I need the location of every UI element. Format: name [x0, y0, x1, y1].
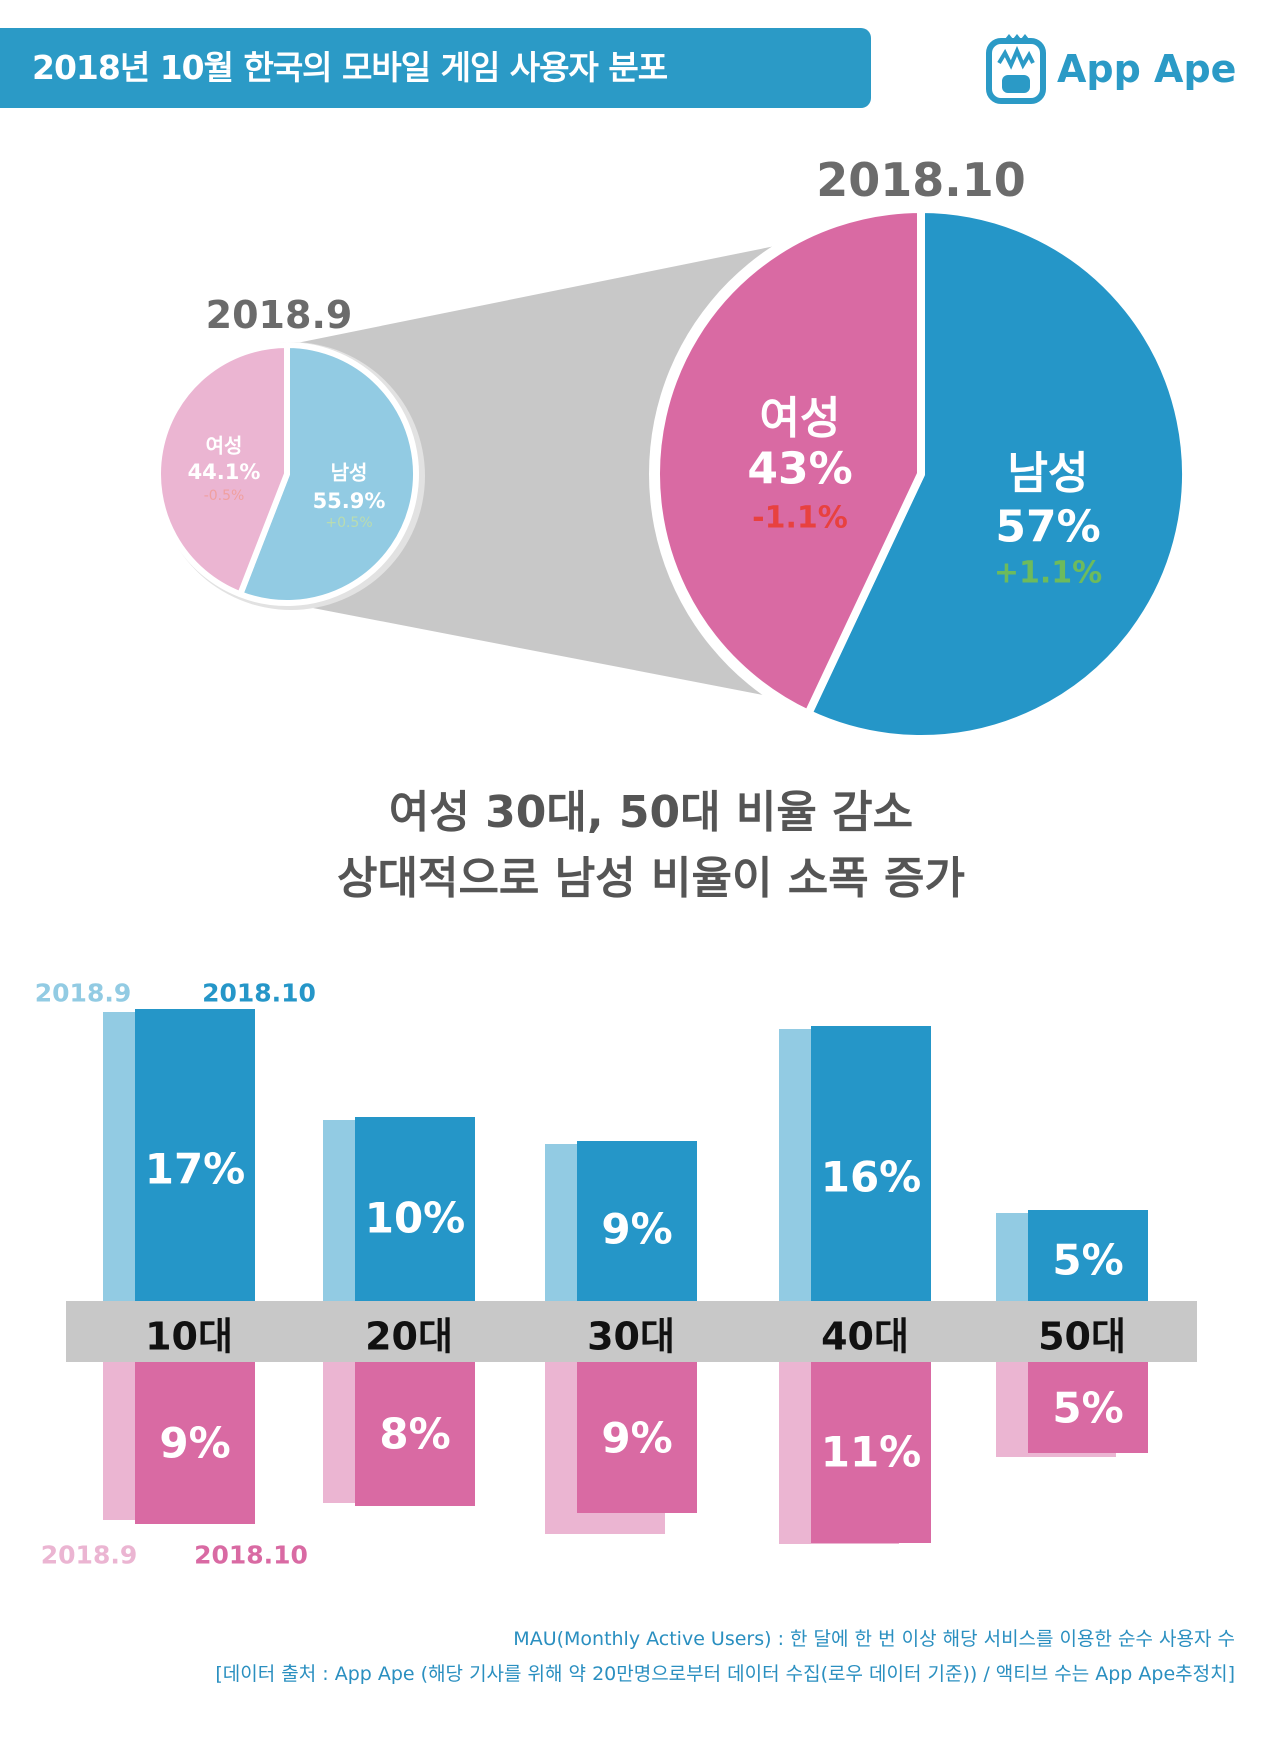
prev-female-label: 여성 [205, 433, 243, 458]
prev-male-pct: 55.9% [312, 489, 386, 513]
age-category-label: 10대 [145, 1314, 233, 1359]
curr-male-change: +1.1% [993, 555, 1103, 591]
footer-mau-note: MAU(Monthly Active Users) : 한 달에 한 번 이상 … [513, 1628, 1235, 1650]
bar-male-2018-10 [811, 1025, 931, 1301]
bar-male-2018-10 [355, 1116, 475, 1301]
bar-female-2018-10 [811, 1362, 931, 1543]
ape-face-icon [986, 34, 1046, 104]
bar-female-2018-10 [135, 1362, 255, 1524]
female-slice [155, 342, 290, 598]
small-pie [155, 342, 419, 606]
prev-female-pct: 44.1% [187, 460, 261, 484]
title-banner: 2018년 10월 한국의 모바일 게임 사용자 분포 [0, 28, 871, 108]
male-value-label: 9% [601, 1204, 673, 1254]
bar-female-2018-10 [1028, 1362, 1148, 1454]
footer-source-note: [데이터 출처 : App Ape (해당 기사를 위해 약 20만명으로부터 … [215, 1663, 1235, 1685]
headline-line-1: 여성 30대, 50대 비율 감소 [388, 787, 914, 838]
female-value-label: 8% [379, 1409, 451, 1459]
curr-male-pct: 57% [995, 501, 1101, 553]
legend-male-curr: 2018.10 [202, 978, 316, 1008]
prev-male-label: 남성 [330, 460, 368, 485]
legend-male-prev: 2018.9 [34, 978, 132, 1008]
bar-male-2018-10 [135, 1008, 255, 1301]
male-value-label: 16% [820, 1152, 922, 1202]
age-category-label: 50대 [1038, 1314, 1126, 1359]
legend-female-prev: 2018.9 [40, 1540, 138, 1570]
male-slice [804, 205, 1190, 743]
prev-period-label: 2018.9 [205, 293, 353, 337]
bar-male-2018-10 [1028, 1209, 1148, 1301]
curr-female-label: 여성 [759, 393, 841, 444]
headline: 여성 30대, 50대 비율 감소 상대적으로 남성 비율이 소폭 증가 [0, 780, 1280, 912]
curr-female-pct: 43% [747, 443, 853, 495]
headline-line-2: 상대적으로 남성 비율이 소폭 증가 [337, 853, 965, 904]
female-value-label: 5% [1052, 1383, 1124, 1433]
age-axis-band [66, 1301, 1197, 1362]
bar-female-2018-10 [577, 1362, 697, 1514]
curr-female-change: -1.1% [752, 500, 848, 536]
prev-male-change: +0.5% [325, 515, 373, 531]
female-value-label: 9% [159, 1418, 231, 1468]
pie-comparison [155, 202, 1193, 746]
bar-female-2018-10 [355, 1362, 475, 1507]
curr-period-label: 2018.10 [816, 153, 1026, 207]
male-value-label: 10% [364, 1193, 466, 1243]
big-pie [652, 205, 1190, 743]
female-value-label: 11% [820, 1427, 922, 1477]
female-value-label: 9% [601, 1413, 673, 1463]
bar-male-2018-10 [577, 1141, 697, 1301]
male-value-label: 17% [144, 1144, 246, 1194]
legend-female-curr: 2018.10 [194, 1540, 308, 1570]
female-slice [652, 205, 925, 718]
age-category-label: 40대 [821, 1314, 909, 1359]
app-ape-logo: App Ape [985, 33, 1236, 105]
male-slice [237, 342, 419, 606]
prev-female-change: -0.5% [203, 488, 245, 504]
curr-male-label: 남성 [1007, 448, 1089, 499]
age-category-label: 20대 [365, 1314, 453, 1359]
logo-text: App Ape [1057, 47, 1237, 91]
male-value-label: 5% [1052, 1235, 1124, 1285]
age-category-label: 30대 [587, 1314, 675, 1359]
